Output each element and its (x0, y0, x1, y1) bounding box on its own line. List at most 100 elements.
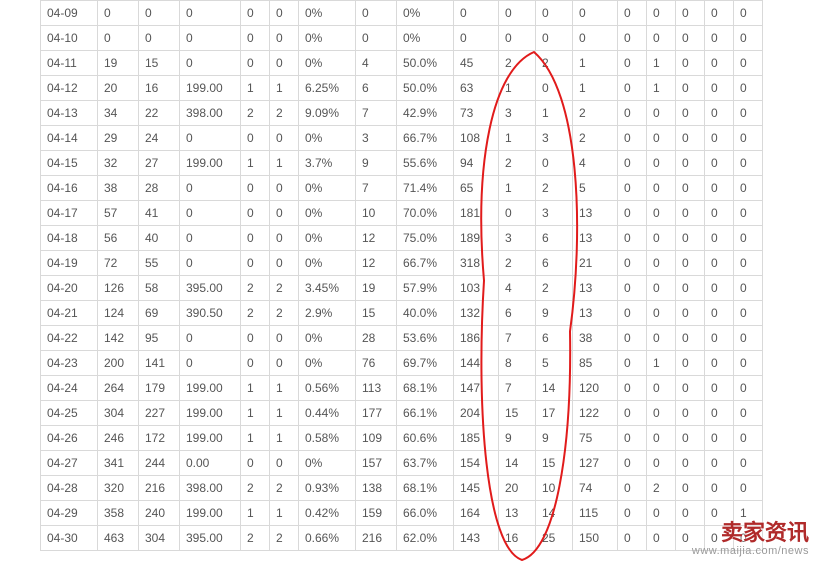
cell: 0 (676, 26, 705, 51)
cell: 0% (299, 326, 356, 351)
cell: 0 (734, 401, 763, 426)
cell: 0 (647, 101, 676, 126)
cell: 304 (98, 401, 139, 426)
cell: 1 (270, 426, 299, 451)
cell: 0 (139, 26, 180, 51)
cell: 2 (241, 476, 270, 501)
cell: 0 (270, 251, 299, 276)
cell: 0 (705, 351, 734, 376)
cell: 5 (536, 351, 573, 376)
cell: 0 (499, 201, 536, 226)
cell: 0 (618, 251, 647, 276)
cell: 57 (98, 201, 139, 226)
cell: 0.42% (299, 501, 356, 526)
cell: 2 (270, 301, 299, 326)
cell: 0 (618, 76, 647, 101)
cell: 0 (676, 101, 705, 126)
cell: 115 (573, 501, 618, 526)
cell: 04-28 (41, 476, 98, 501)
cell: 27 (139, 151, 180, 176)
cell: 74 (573, 476, 618, 501)
cell: 15 (499, 401, 536, 426)
cell: 0 (734, 1, 763, 26)
cell: 4 (573, 151, 618, 176)
cell: 0 (180, 351, 241, 376)
cell: 72 (98, 251, 139, 276)
cell: 0 (734, 201, 763, 226)
cell: 2 (270, 101, 299, 126)
table-row: 04-28320216398.00220.93%13868.1%14520107… (41, 476, 763, 501)
cell: 1 (270, 401, 299, 426)
cell: 2 (241, 276, 270, 301)
cell: 0 (241, 326, 270, 351)
cell: 04-12 (41, 76, 98, 101)
cell: 38 (573, 326, 618, 351)
cell: 3 (356, 126, 397, 151)
cell: 45 (454, 51, 499, 76)
cell: 0 (676, 426, 705, 451)
cell: 172 (139, 426, 180, 451)
cell: 0 (647, 251, 676, 276)
cell: 69.7% (397, 351, 454, 376)
cell: 1 (499, 176, 536, 201)
cell: 0 (705, 451, 734, 476)
cell: 0 (705, 476, 734, 501)
cell: 0 (618, 426, 647, 451)
cell: 0 (647, 401, 676, 426)
cell: 0 (676, 526, 705, 551)
cell: 1 (573, 51, 618, 76)
cell: 0 (618, 101, 647, 126)
cell: 2 (241, 301, 270, 326)
cell: 1 (647, 76, 676, 101)
cell: 0.58% (299, 426, 356, 451)
cell: 216 (139, 476, 180, 501)
cell: 320 (98, 476, 139, 501)
cell: 0 (180, 51, 241, 76)
cell: 3.7% (299, 151, 356, 176)
cell: 177 (356, 401, 397, 426)
cell: 0% (397, 26, 454, 51)
cell: 0% (299, 201, 356, 226)
cell: 122 (573, 401, 618, 426)
cell: 2 (499, 251, 536, 276)
cell: 0 (618, 476, 647, 501)
cell: 9.09% (299, 101, 356, 126)
cell: 8 (499, 351, 536, 376)
cell: 1 (647, 51, 676, 76)
cell: 120 (573, 376, 618, 401)
cell: 70.0% (397, 201, 454, 226)
cell: 16 (499, 526, 536, 551)
cell: 1 (241, 501, 270, 526)
cell: 41 (139, 201, 180, 226)
cell: 7 (356, 101, 397, 126)
cell: 40 (139, 226, 180, 251)
cell: 2 (270, 276, 299, 301)
table-row: 04-273412440.00000%15763.7%1541415127000… (41, 451, 763, 476)
cell: 85 (573, 351, 618, 376)
cell: 0.93% (299, 476, 356, 501)
cell: 0 (536, 76, 573, 101)
cell: 264 (98, 376, 139, 401)
cell: 13 (499, 501, 536, 526)
cell: 21 (573, 251, 618, 276)
cell: 7 (499, 326, 536, 351)
cell: 04-13 (41, 101, 98, 126)
cell: 113 (356, 376, 397, 401)
cell: 1 (241, 76, 270, 101)
cell: 199.00 (180, 426, 241, 451)
cell: 0 (734, 151, 763, 176)
cell: 2 (536, 276, 573, 301)
cell: 2.9% (299, 301, 356, 326)
cell: 0% (299, 51, 356, 76)
table-row: 04-2012658395.00223.45%1957.9%1034213000… (41, 276, 763, 301)
cell: 0 (270, 451, 299, 476)
cell: 66.0% (397, 501, 454, 526)
cell: 04-20 (41, 276, 98, 301)
cell: 0 (241, 251, 270, 276)
cell: 0.56% (299, 376, 356, 401)
cell: 2 (536, 176, 573, 201)
cell: 38 (98, 176, 139, 201)
cell: 6 (499, 301, 536, 326)
cell: 20 (499, 476, 536, 501)
cell: 0 (618, 351, 647, 376)
